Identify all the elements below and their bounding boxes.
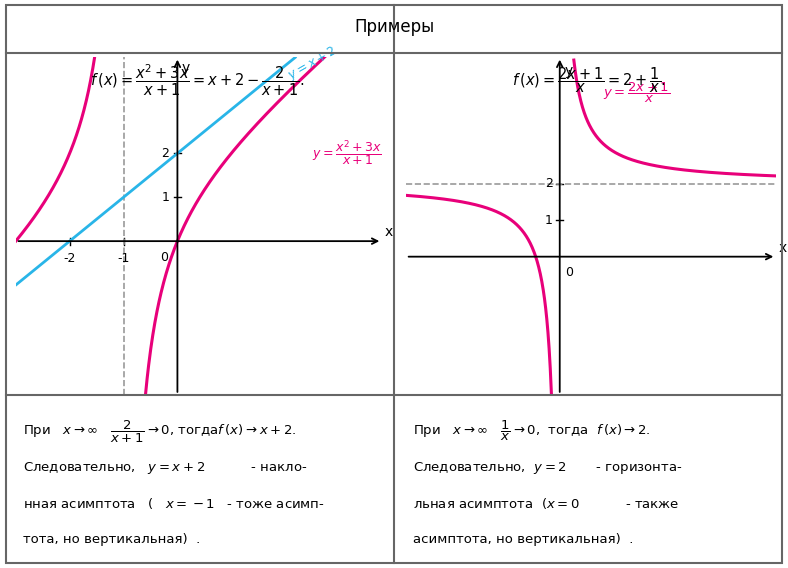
Text: x: x xyxy=(385,225,393,239)
Text: y: y xyxy=(182,61,190,75)
Text: $y=x+2$: $y=x+2$ xyxy=(285,43,340,84)
Text: тота, но вертикальная)  .: тота, но вертикальная) . xyxy=(23,533,200,546)
Text: льная асимптота  ($x=0$           - также: льная асимптота ($x=0$ - также xyxy=(413,496,679,511)
Text: Примеры: Примеры xyxy=(354,18,434,36)
Text: y: y xyxy=(564,64,573,78)
Text: асимптота, но вертикальная)  .: асимптота, но вертикальная) . xyxy=(413,533,634,546)
Text: $f\,(x)=\dfrac{x^2+3x}{x+1}=x+2-\dfrac{2}{x+1}.$: $f\,(x)=\dfrac{x^2+3x}{x+1}=x+2-\dfrac{2… xyxy=(90,63,304,98)
Text: $y = \dfrac{2x+1}{x}$: $y = \dfrac{2x+1}{x}$ xyxy=(603,81,671,105)
Text: 0: 0 xyxy=(566,266,574,279)
Text: 1: 1 xyxy=(545,214,552,227)
Text: 2: 2 xyxy=(162,147,169,160)
Text: нная асимптота   (   $x=-1$   - тоже асимп-: нная асимптота ( $x=-1$ - тоже асимп- xyxy=(23,496,325,511)
Text: $f\,(x)=\dfrac{2x+1}{x}=2+\dfrac{1}{x}.$: $f\,(x)=\dfrac{2x+1}{x}=2+\dfrac{1}{x}.$ xyxy=(512,66,667,95)
Text: При   $x\to\infty$   $\dfrac{2}{x+1}\to0$, тогда$f\,(x)\to x+2$.: При $x\to\infty$ $\dfrac{2}{x+1}\to0$, т… xyxy=(23,419,296,445)
Text: При   $x\to\infty$   $\dfrac{1}{x}\to0$,  тогда  $f\,(x)\to2$.: При $x\to\infty$ $\dfrac{1}{x}\to0$, тог… xyxy=(413,419,651,443)
Text: x: x xyxy=(779,241,787,255)
Text: 0: 0 xyxy=(160,251,168,264)
Text: 2: 2 xyxy=(545,177,552,190)
Text: $y = \dfrac{x^2+3x}{x+1}$: $y = \dfrac{x^2+3x}{x+1}$ xyxy=(312,139,382,168)
Text: 1: 1 xyxy=(162,191,169,204)
Text: Следовательно,  $y=2$       - горизонта-: Следовательно, $y=2$ - горизонта- xyxy=(413,460,682,476)
Text: -1: -1 xyxy=(117,252,130,265)
Text: -2: -2 xyxy=(64,252,76,265)
Text: Следовательно,   $y=x+2$           - накло-: Следовательно, $y=x+2$ - накло- xyxy=(23,460,307,476)
